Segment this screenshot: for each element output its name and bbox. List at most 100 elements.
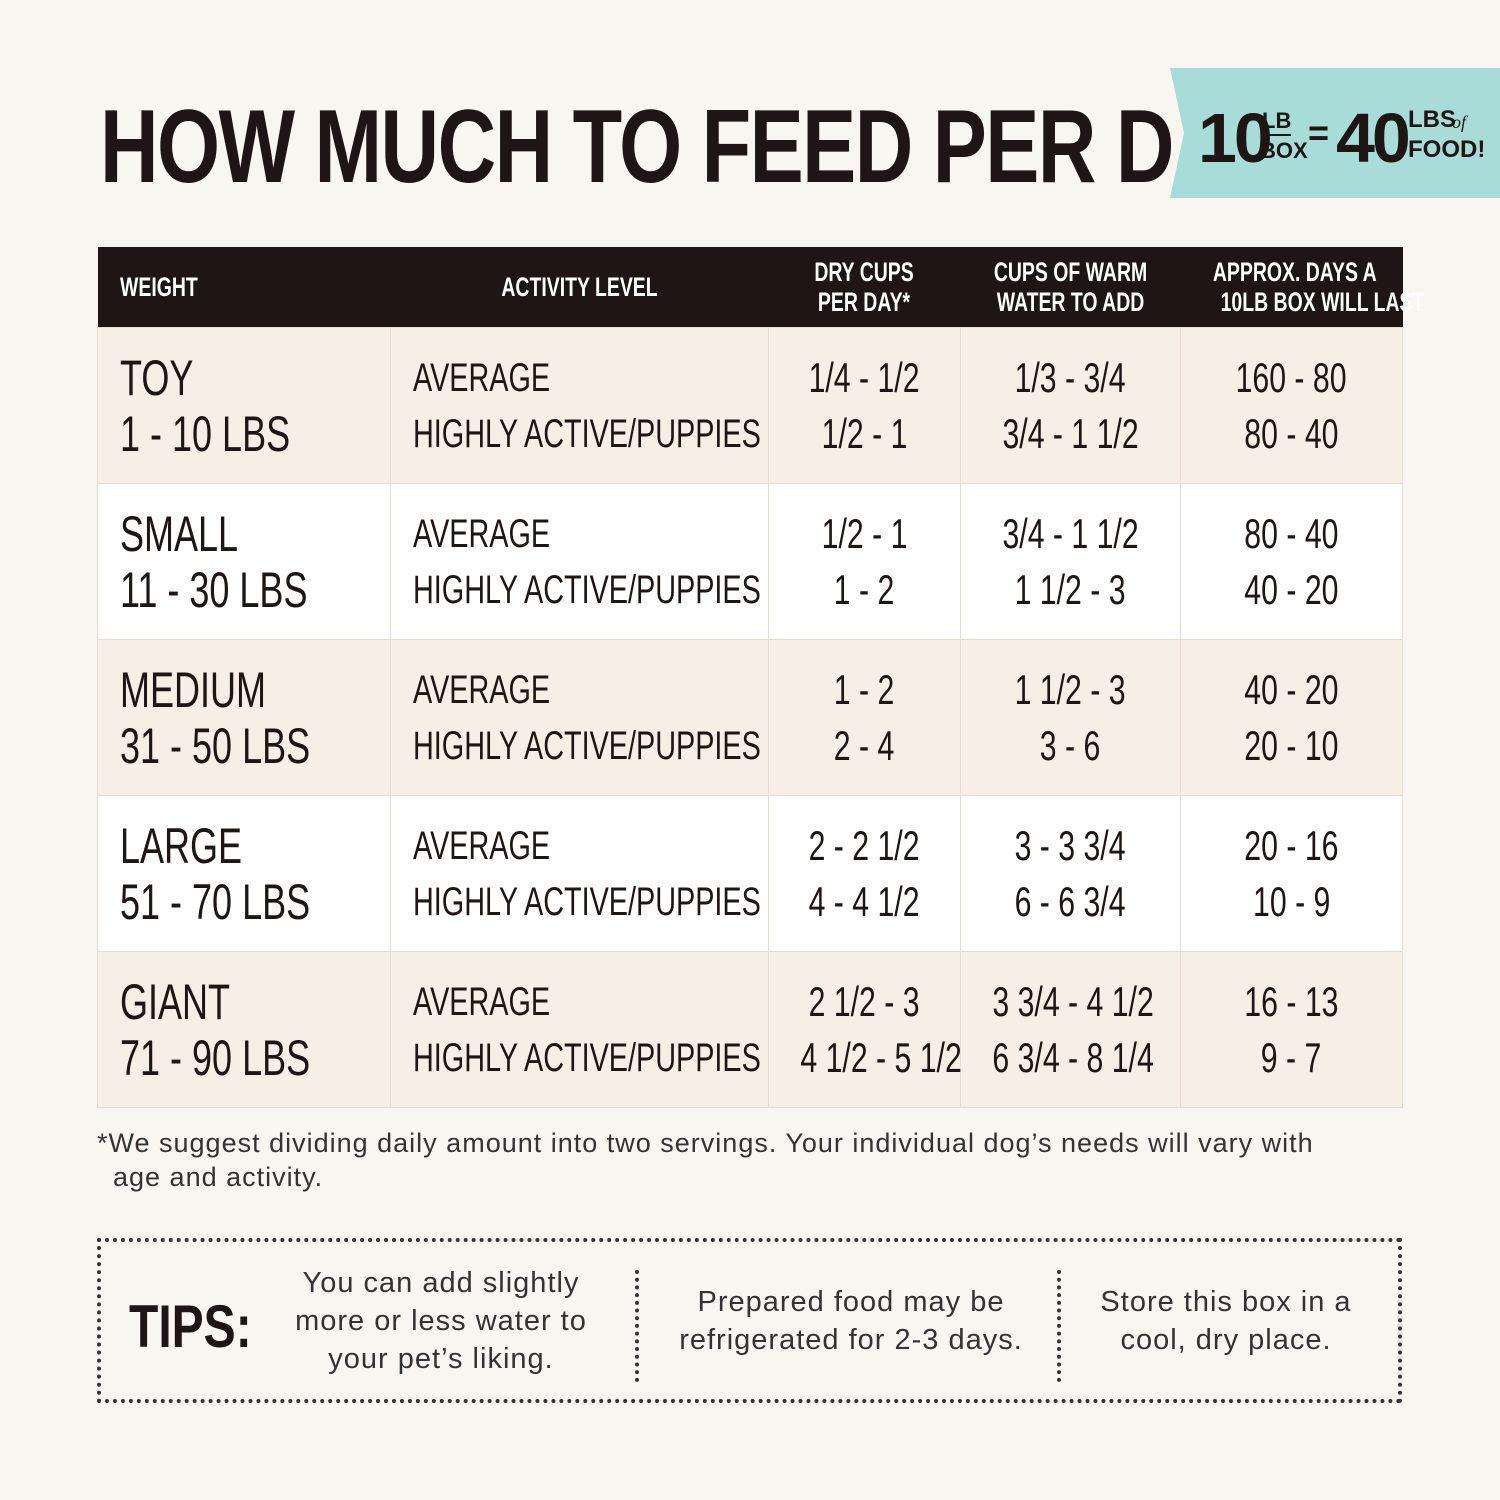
days-value: 20 - 10 xyxy=(1244,721,1339,769)
days-cell: 80 - 40 40 - 20 xyxy=(1180,483,1403,640)
header-line: PER DAY* xyxy=(769,287,961,317)
dry-cups-cell: 1/2 - 1 1 - 2 xyxy=(768,483,961,640)
header-cell: WEIGHT xyxy=(97,247,391,328)
activity-cell: AVERAGE HIGHLY ACTIVE/PUPPIES xyxy=(390,327,769,484)
value-line: 2 1/2 - 3 xyxy=(769,974,960,1030)
dry-cups-cell: 2 1/2 - 3 4 1/2 - 5 1/2 xyxy=(768,951,962,1108)
value-line: 16 - 13 xyxy=(1181,974,1402,1030)
tips-box: TIPS: You can add slightly more or less … xyxy=(97,1238,1402,1403)
dry-cups-value: 4 1/2 - 5 1/2 xyxy=(800,1033,962,1081)
value-line: 3 3/4 - 4 1/2 xyxy=(961,974,1180,1030)
activity-level: AVERAGE xyxy=(413,511,551,556)
badge-ribbon xyxy=(1170,68,1500,198)
water-value: 3 - 6 xyxy=(1040,721,1101,769)
dry-cups-value: 1/4 - 1/2 xyxy=(809,353,920,401)
tips-label: TIPS: xyxy=(129,1292,282,1361)
weight-cell: MEDIUM 31 - 50 LBS xyxy=(97,639,391,796)
weight-line: 1 - 10 LBS xyxy=(98,406,390,462)
days-value: 160 - 80 xyxy=(1236,353,1347,401)
value-line: 160 - 80 xyxy=(1181,350,1402,406)
activity-line: AVERAGE xyxy=(391,506,768,562)
feeding-table: WEIGHT ACTIVITY LEVEL DRY CUPS PER DAY* CUPS… xyxy=(97,247,1424,1108)
water-cell: 3 3/4 - 4 1/2 6 3/4 - 8 1/4 xyxy=(960,951,1181,1108)
weight-range: 31 - 50 LBS xyxy=(120,717,311,774)
title: HOW MUCH TO FEED PER DAY xyxy=(100,88,1500,207)
days-value: 20 - 16 xyxy=(1244,821,1339,869)
dry-cups-value: 2 - 2 1/2 xyxy=(809,821,920,869)
weight-cell: TOY 1 - 10 LBS xyxy=(97,327,391,484)
activity-level: HIGHLY ACTIVE/PUPPIES xyxy=(413,723,761,768)
value-line: 80 - 40 xyxy=(1181,406,1402,462)
value-line: 10 - 9 xyxy=(1181,874,1402,930)
header-line: CUPS OF WARM xyxy=(961,257,1181,287)
activity-level: AVERAGE xyxy=(413,979,551,1024)
value-line: 3/4 - 1 1/2 xyxy=(961,406,1180,462)
weight-line: MEDIUM xyxy=(98,662,390,718)
dry-cups-value: 2 1/2 - 3 xyxy=(809,977,920,1025)
header-line: 10LB BOX WILL LAST xyxy=(1181,287,1424,317)
header-cell: APPROX. DAYS A 10LB BOX WILL LAST xyxy=(1180,247,1424,328)
weight-line: 11 - 30 LBS xyxy=(98,562,390,618)
separator xyxy=(635,1270,639,1382)
dry-cups-value: 1/2 - 1 xyxy=(821,409,908,457)
header-text: PER DAY* xyxy=(818,287,911,317)
tip: You can add slightly more or less water … xyxy=(295,1266,587,1375)
value-line: 3 - 3 3/4 xyxy=(961,818,1180,874)
water-value: 1 1/2 - 3 xyxy=(1015,665,1126,713)
activity-cell: AVERAGE HIGHLY ACTIVE/PUPPIES xyxy=(390,795,769,952)
weight-cell: LARGE 51 - 70 LBS xyxy=(97,795,391,952)
header-line: WATER TO ADD xyxy=(961,287,1181,317)
days-cell: 20 - 16 10 - 9 xyxy=(1180,795,1403,952)
header-cell: CUPS OF WARM WATER TO ADD xyxy=(960,247,1181,328)
header-text: 10LB BOX WILL LAST xyxy=(1220,287,1424,317)
value-line: 40 - 20 xyxy=(1181,662,1402,718)
header-text: WATER TO ADD xyxy=(996,287,1145,317)
dry-cups-cell: 1 - 2 2 - 4 xyxy=(768,639,961,796)
separator xyxy=(1057,1270,1061,1382)
value-line: 3 - 6 xyxy=(961,718,1180,774)
days-value: 16 - 13 xyxy=(1244,977,1339,1025)
activity-line: HIGHLY ACTIVE/PUPPIES xyxy=(391,406,768,462)
badge-box-unit-bottom: BOX xyxy=(1260,138,1308,163)
weight-line: LARGE xyxy=(98,818,390,874)
badge-food-unit-top: LBS xyxy=(1408,106,1456,133)
size-class: GIANT xyxy=(120,973,231,1030)
value-line: 4 - 4 1/2 xyxy=(769,874,960,930)
value-line: 1 1/2 - 3 xyxy=(961,662,1180,718)
activity-line: HIGHLY ACTIVE/PUPPIES xyxy=(391,718,768,774)
footnote: *We suggest dividing daily amount into t… xyxy=(97,1128,1314,1192)
value-line: 1 1/2 - 3 xyxy=(961,562,1180,618)
activity-level: HIGHLY ACTIVE/PUPPIES xyxy=(413,1035,761,1080)
size-class: LARGE xyxy=(120,817,243,874)
header-line: WEIGHT xyxy=(120,272,391,302)
weight-line: TOY xyxy=(98,350,390,406)
size-class: MEDIUM xyxy=(120,661,266,718)
activity-line: AVERAGE xyxy=(391,974,768,1030)
activity-level: AVERAGE xyxy=(413,667,551,712)
activity-level: HIGHLY ACTIVE/PUPPIES xyxy=(413,567,761,612)
weight-range: 1 - 10 LBS xyxy=(120,405,291,462)
table-row: SMALL 11 - 30 LBS AVERAGE HIGHLY ACTIVE/PUP… xyxy=(97,483,1403,640)
header-line: ACTIVITY LEVEL xyxy=(391,272,769,302)
weight-line: SMALL xyxy=(98,506,390,562)
activity-line: AVERAGE xyxy=(391,350,768,406)
days-value: 40 - 20 xyxy=(1244,665,1339,713)
days-value: 10 - 9 xyxy=(1252,877,1331,925)
header-line: DRY CUPS xyxy=(769,257,961,287)
water-cell: 3 - 3 3/4 6 - 6 3/4 xyxy=(960,795,1181,952)
size-class: TOY xyxy=(120,349,194,406)
value-line: 6 - 6 3/4 xyxy=(961,874,1180,930)
badge-food-unit-bottom: FOOD! xyxy=(1408,136,1486,163)
tip: Prepared food may be refrigerated for 2-… xyxy=(679,1285,1023,1356)
dry-cups-cell: 2 - 2 1/2 4 - 4 1/2 xyxy=(768,795,961,952)
days-cell: 40 - 20 20 - 10 xyxy=(1180,639,1403,796)
value-line: 9 - 7 xyxy=(1181,1030,1402,1086)
water-value: 1/3 - 3/4 xyxy=(1015,353,1126,401)
badge-food-amount: 40 xyxy=(1336,99,1411,177)
header-cell: DRY CUPS PER DAY* xyxy=(768,247,961,328)
water-value: 3/4 - 1 1/2 xyxy=(1002,409,1139,457)
badge-food-unit-of: of xyxy=(1452,112,1467,132)
weight-cell: GIANT 71 - 90 LBS xyxy=(97,951,391,1108)
badge-equals: = xyxy=(1308,112,1330,153)
header-text: CUPS OF WARM xyxy=(993,257,1148,287)
